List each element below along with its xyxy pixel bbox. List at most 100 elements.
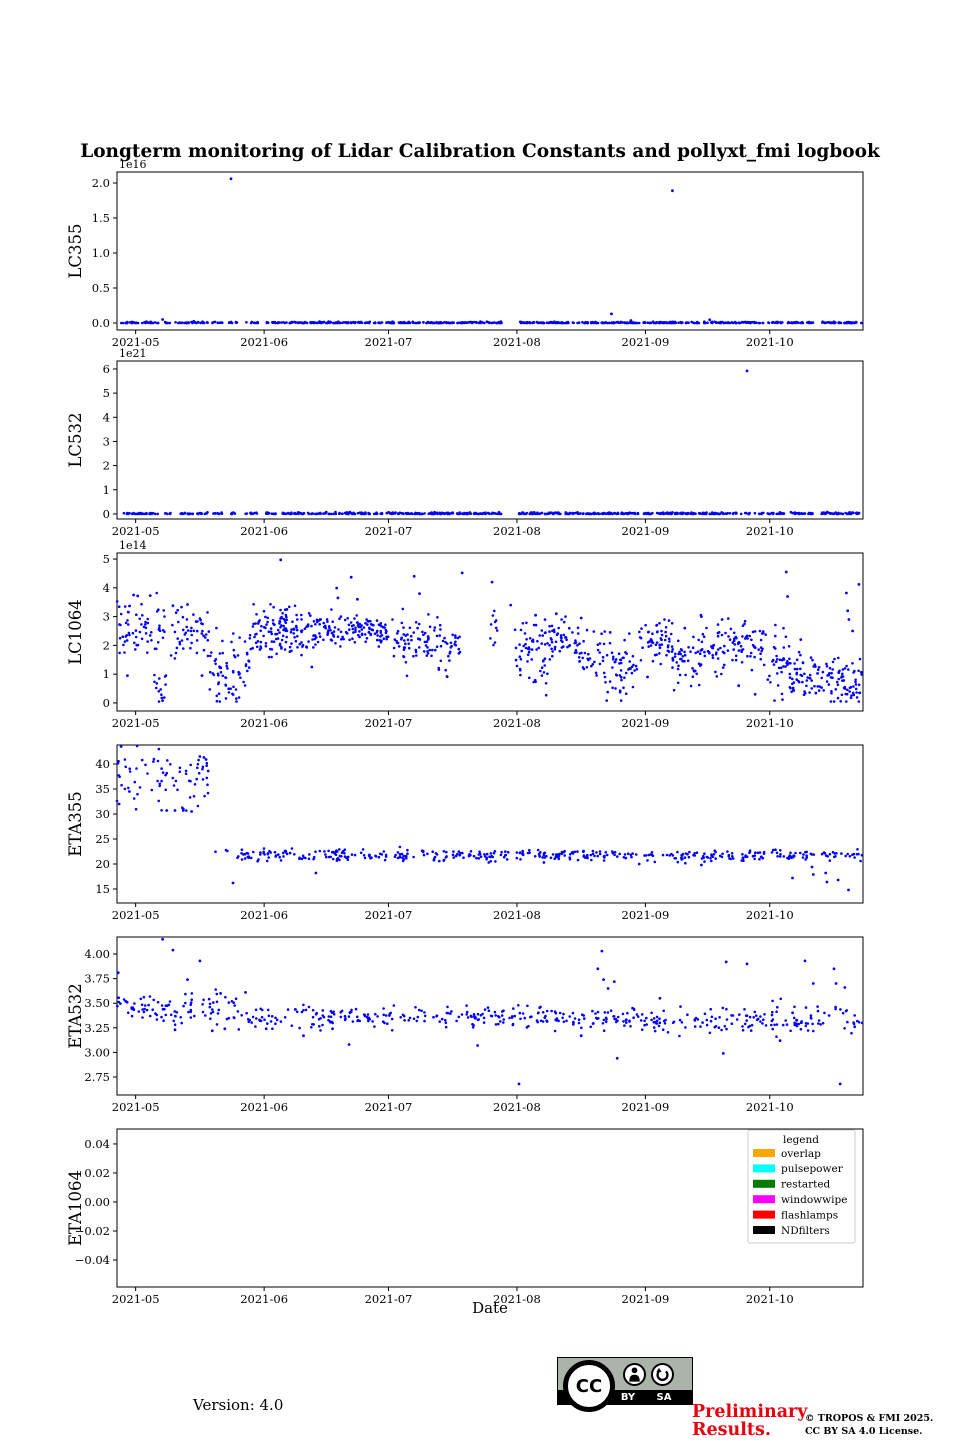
scatter-points	[115, 558, 863, 703]
y-tick-label: 0.00	[84, 1195, 110, 1209]
y-tick-label: 3.00	[84, 1045, 110, 1059]
y-tick-label: 4.00	[84, 947, 110, 961]
y-axis-title: ETA355	[66, 791, 85, 857]
y-tick-label: 5	[103, 386, 110, 400]
y-tick-label: 30	[95, 807, 110, 821]
subplot-LC532: 0 1 2 3 4 5 6 2021-05 2021-06 2021-07 2021-08 2021-…	[66, 347, 864, 538]
x-tick-label: 2021-10	[746, 1292, 794, 1306]
y-tick-label: 4	[103, 581, 110, 595]
legend-item-label: windowwipe	[781, 1194, 847, 1206]
copyright-line2: CC BY SA 4.0 License.	[805, 1426, 923, 1437]
y-tick-label: 0.04	[84, 1137, 110, 1151]
x-tick-label: 2021-10	[746, 716, 794, 730]
y-tick-label: 1	[103, 483, 110, 497]
y-axis-title: LC1064	[66, 599, 85, 665]
preliminary-line1: Preliminary	[692, 1402, 808, 1422]
y-tick-label: 0.5	[92, 281, 110, 295]
y-tick-label: 3.25	[84, 1021, 110, 1035]
x-tick-label: 2021-08	[493, 335, 541, 349]
copyright-note: © TROPOS & FMI 2025. CC BY SA 4.0 Licens…	[805, 1412, 933, 1438]
x-tick-label: 2021-10	[746, 1100, 794, 1114]
x-tick-label: 2021-08	[493, 716, 541, 730]
scatter-points	[120, 177, 863, 325]
x-tick-label: 2021-05	[112, 716, 160, 730]
subplot-ETA532: 2.75 3.00 3.25 3.50 3.75 4.00 2021-05 2021-06 20…	[66, 936, 864, 1114]
y-tick-label: 1.0	[92, 246, 110, 260]
y-axis-title: ETA532	[66, 983, 85, 1049]
y-tick-label: 40	[95, 757, 110, 771]
legend-item-NDfilters: NDfilters	[753, 1225, 830, 1237]
x-tick-label: 2021-05	[112, 335, 160, 349]
y-tick-label: −0.04	[75, 1253, 110, 1267]
scatter-points	[115, 744, 864, 892]
x-tick-label: 2021-08	[493, 908, 541, 922]
axis-offset-label: 1e14	[119, 539, 147, 552]
legend: legend overlap pulsepower restarted windowwi…	[747, 1129, 856, 1244]
x-tick-label: 2021-06	[240, 1292, 288, 1306]
y-tick-label: 0	[103, 696, 110, 710]
axis-offset-label: 1e21	[119, 347, 147, 360]
legend-title: legend	[783, 1134, 819, 1146]
cc-logo-icon: CC	[563, 1360, 615, 1412]
legend-item-label: overlap	[781, 1148, 821, 1160]
legend-item-windowwipe: windowwipe	[753, 1194, 847, 1206]
y-tick-label: 2	[103, 638, 110, 652]
y-tick-label: 35	[95, 782, 110, 796]
x-tick-label: 2021-07	[365, 524, 413, 538]
x-tick-label: 2021-05	[112, 1292, 160, 1306]
x-tick-label: 2021-09	[622, 716, 670, 730]
x-tick-label: 2021-05	[112, 524, 160, 538]
attribution-person-icon	[623, 1363, 646, 1386]
y-tick-label: 2.75	[84, 1070, 110, 1084]
legend-item-label: NDfilters	[781, 1225, 830, 1237]
x-tick-label: 2021-08	[493, 1292, 541, 1306]
y-tick-label: 0.0	[92, 316, 110, 330]
y-tick-label: 1	[103, 667, 110, 681]
preliminary-line2: Results.	[692, 1419, 771, 1440]
x-tick-label: 2021-07	[365, 1292, 413, 1306]
x-tick-label: 2021-09	[622, 908, 670, 922]
y-tick-label: 3	[103, 610, 110, 624]
scatter-points	[116, 937, 864, 1086]
legend-item-label: flashlamps	[781, 1209, 838, 1221]
y-tick-label: 0	[103, 507, 110, 521]
subplot-LC1064: 0 1 2 3 4 5 2021-05 2021-06 2021-07 2021-08 2021-0…	[66, 539, 864, 730]
cc-by-sa-badge: BY SA CC	[557, 1357, 693, 1412]
x-tick-label: 2021-08	[493, 524, 541, 538]
y-axis-title: LC355	[66, 223, 85, 278]
version-label: Version: 4.0	[193, 1396, 284, 1414]
subplot-ETA1064: −0.04 −0.02 0.00 0.02 0.04 2021-05 2021-06 2021…	[66, 1128, 864, 1306]
scatter-points	[122, 369, 861, 516]
y-tick-label: 5	[103, 552, 110, 566]
y-tick-label: 3	[103, 434, 110, 448]
x-tick-label: 2021-10	[746, 908, 794, 922]
y-axis-title: LC532	[66, 412, 85, 467]
axis-offset-label: 1e16	[119, 158, 147, 171]
y-tick-label: 2	[103, 459, 110, 473]
y-tick-label: 2.0	[92, 176, 110, 190]
x-tick-label: 2021-09	[622, 1292, 670, 1306]
subplot-LC355: 0.0 0.5 1.0 1.5 2.0 2021-05 2021-06 2021-07 2021…	[66, 158, 864, 349]
badge-by-label: BY	[620, 1392, 636, 1403]
x-tick-label: 2021-10	[746, 524, 794, 538]
x-tick-label: 2021-07	[365, 716, 413, 730]
x-tick-label: 2021-06	[240, 524, 288, 538]
y-tick-label: −0.02	[75, 1224, 110, 1238]
x-tick-label: 2021-06	[240, 1100, 288, 1114]
y-tick-label: 1.5	[92, 211, 110, 225]
x-tick-label: 2021-05	[112, 1100, 160, 1114]
x-tick-label: 2021-06	[240, 908, 288, 922]
y-tick-label: 3.75	[84, 972, 110, 986]
legend-item-label: restarted	[781, 1179, 831, 1191]
x-axis-title: Date	[472, 1299, 508, 1317]
x-tick-label: 2021-05	[112, 908, 160, 922]
legend-item-flashlamps: flashlamps	[753, 1209, 838, 1221]
x-tick-label: 2021-09	[622, 335, 670, 349]
preliminary-note: Preliminary Results.	[692, 1402, 808, 1440]
y-tick-label: 25	[95, 832, 110, 846]
y-tick-label: 0.02	[84, 1166, 110, 1180]
legend-item-overlap: overlap	[753, 1148, 821, 1160]
cc-logo-text: CC	[575, 1375, 603, 1397]
